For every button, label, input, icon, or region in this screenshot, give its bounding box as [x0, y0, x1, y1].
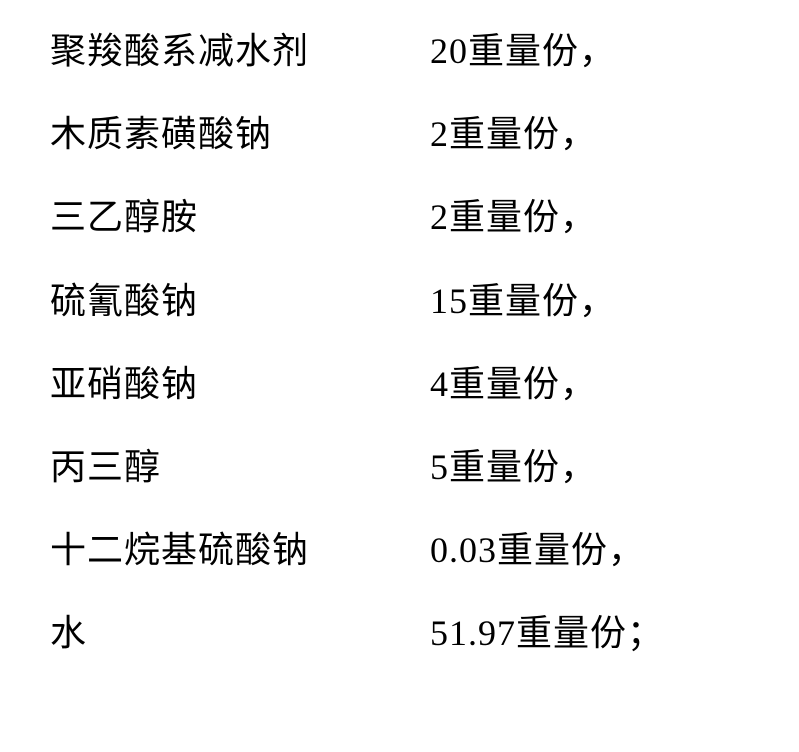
- ingredient-name: 木质素磺酸钠: [50, 113, 430, 156]
- composition-row: 十二烷基硫酸钠 0.03重量份，: [50, 529, 749, 572]
- ingredient-name: 硫氰酸钠: [50, 280, 430, 323]
- ingredient-amount: 20重量份，: [430, 30, 749, 73]
- ingredient-amount: 15重量份，: [430, 280, 749, 323]
- ingredient-amount: 2重量份，: [430, 113, 749, 156]
- composition-row: 木质素磺酸钠 2重量份，: [50, 113, 749, 156]
- composition-row: 水 51.97重量份；: [50, 612, 749, 655]
- composition-row: 丙三醇 5重量份，: [50, 446, 749, 489]
- composition-row: 三乙醇胺 2重量份，: [50, 196, 749, 239]
- composition-row: 聚羧酸系减水剂 20重量份，: [50, 30, 749, 73]
- composition-row: 亚硝酸钠 4重量份，: [50, 363, 749, 406]
- ingredient-name: 丙三醇: [50, 446, 430, 489]
- ingredient-amount: 5重量份，: [430, 446, 749, 489]
- ingredient-amount: 4重量份，: [430, 363, 749, 406]
- ingredient-name: 聚羧酸系减水剂: [50, 30, 430, 73]
- ingredient-amount: 51.97重量份；: [430, 612, 749, 655]
- ingredient-name: 十二烷基硫酸钠: [50, 529, 430, 572]
- ingredient-amount: 2重量份，: [430, 196, 749, 239]
- ingredient-name: 亚硝酸钠: [50, 363, 430, 406]
- ingredient-amount: 0.03重量份，: [430, 529, 749, 572]
- ingredient-name: 水: [50, 612, 430, 655]
- ingredient-name: 三乙醇胺: [50, 196, 430, 239]
- composition-row: 硫氰酸钠 15重量份，: [50, 280, 749, 323]
- composition-list: 聚羧酸系减水剂 20重量份， 木质素磺酸钠 2重量份， 三乙醇胺 2重量份， 硫…: [50, 30, 749, 696]
